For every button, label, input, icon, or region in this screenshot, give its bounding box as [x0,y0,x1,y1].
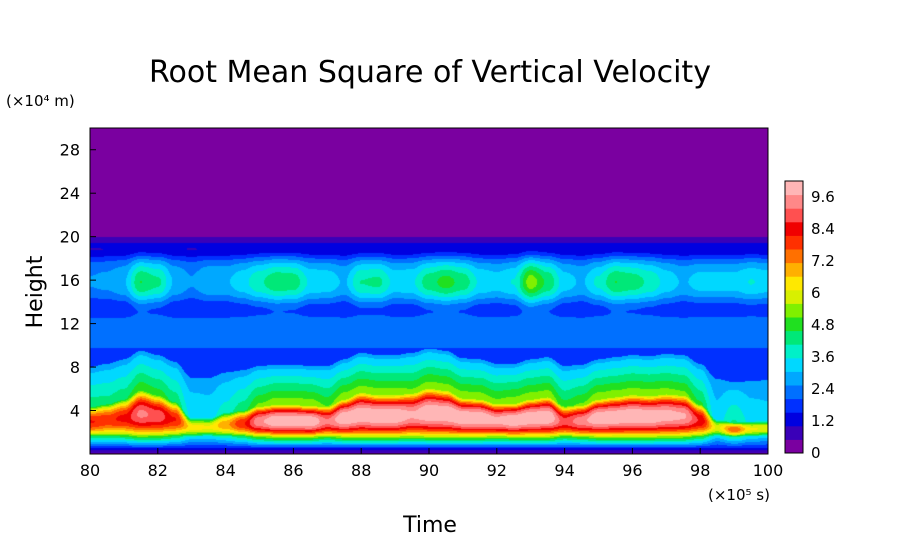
x-tick-label: 96 [622,461,642,480]
colorbar-swatch [785,398,803,413]
x-axis-label: Time [402,513,457,538]
x-tick-label: 84 [215,461,235,480]
y-axis-label: Height [23,255,48,328]
colorbar-swatch [785,330,803,345]
y-tick-label: 24 [60,184,80,203]
colorbar-swatch [785,221,803,236]
x-tick-label: 98 [690,461,710,480]
x-axis-ticks: 80 82 84 86 88 90 92 94 96 98 100 [80,448,783,480]
x-tick-label: 94 [554,461,574,480]
y-axis-unit: (×10⁴ m) [6,92,75,110]
y-axis-ticks: 4 8 12 16 20 24 28 [60,141,96,421]
colorbar-tick-label: 4.8 [811,316,835,334]
colorbar-tick-label: 9.6 [811,188,835,206]
colorbar-swatch [785,303,803,318]
colorbar-swatch [785,181,803,196]
colorbar-tick-label: 7.2 [811,252,835,270]
y-tick-label: 8 [70,358,80,377]
colorbar-frame [784,180,804,454]
x-axis-unit: (×10⁵ s) [708,486,770,504]
x-tick-label: 100 [753,461,784,480]
y-tick-label: 4 [70,402,80,421]
colorbar-tick-label: 3.6 [811,348,835,366]
colorbar-swatch [785,412,803,427]
x-tick-label: 86 [283,461,303,480]
colorbar: 0 1.2 2.4 3.6 4.8 6 7.2 8.4 9.6 [784,180,835,462]
colorbar-swatch [785,439,803,454]
x-tick-label: 88 [351,461,371,480]
x-tick-label: 90 [419,461,439,480]
x-tick-label: 82 [148,461,168,480]
colorbar-swatch [785,344,803,359]
colorbar-tick-label: 1.2 [811,412,835,430]
colorbar-swatch [785,289,803,304]
colorbar-tick-label: 8.4 [811,220,835,238]
colorbar-tick-label: 0 [811,444,821,462]
colorbar-swatch [785,235,803,250]
colorbar-swatch [785,249,803,264]
chart-title: Root Mean Square of Vertical Velocity [149,55,711,90]
colorbar-swatch [785,262,803,277]
colorbar-swatch [785,194,803,209]
colorbar-tick-label: 6 [811,284,821,302]
colorbar-swatch [785,385,803,400]
colorbar-swatch [785,357,803,372]
x-tick-label: 80 [80,461,100,480]
x-tick-label: 92 [487,461,507,480]
y-tick-label: 28 [60,141,80,160]
colorbar-swatch [785,425,803,440]
y-tick-label: 12 [60,315,80,334]
colorbar-tick-label: 2.4 [811,380,835,398]
colorbar-swatch [785,208,803,223]
y-tick-label: 20 [60,228,80,247]
colorbar-swatch [785,371,803,386]
colorbar-swatch [785,276,803,291]
colorbar-swatch [785,317,803,332]
y-tick-label: 16 [60,271,80,290]
heatmap-area [90,128,768,454]
